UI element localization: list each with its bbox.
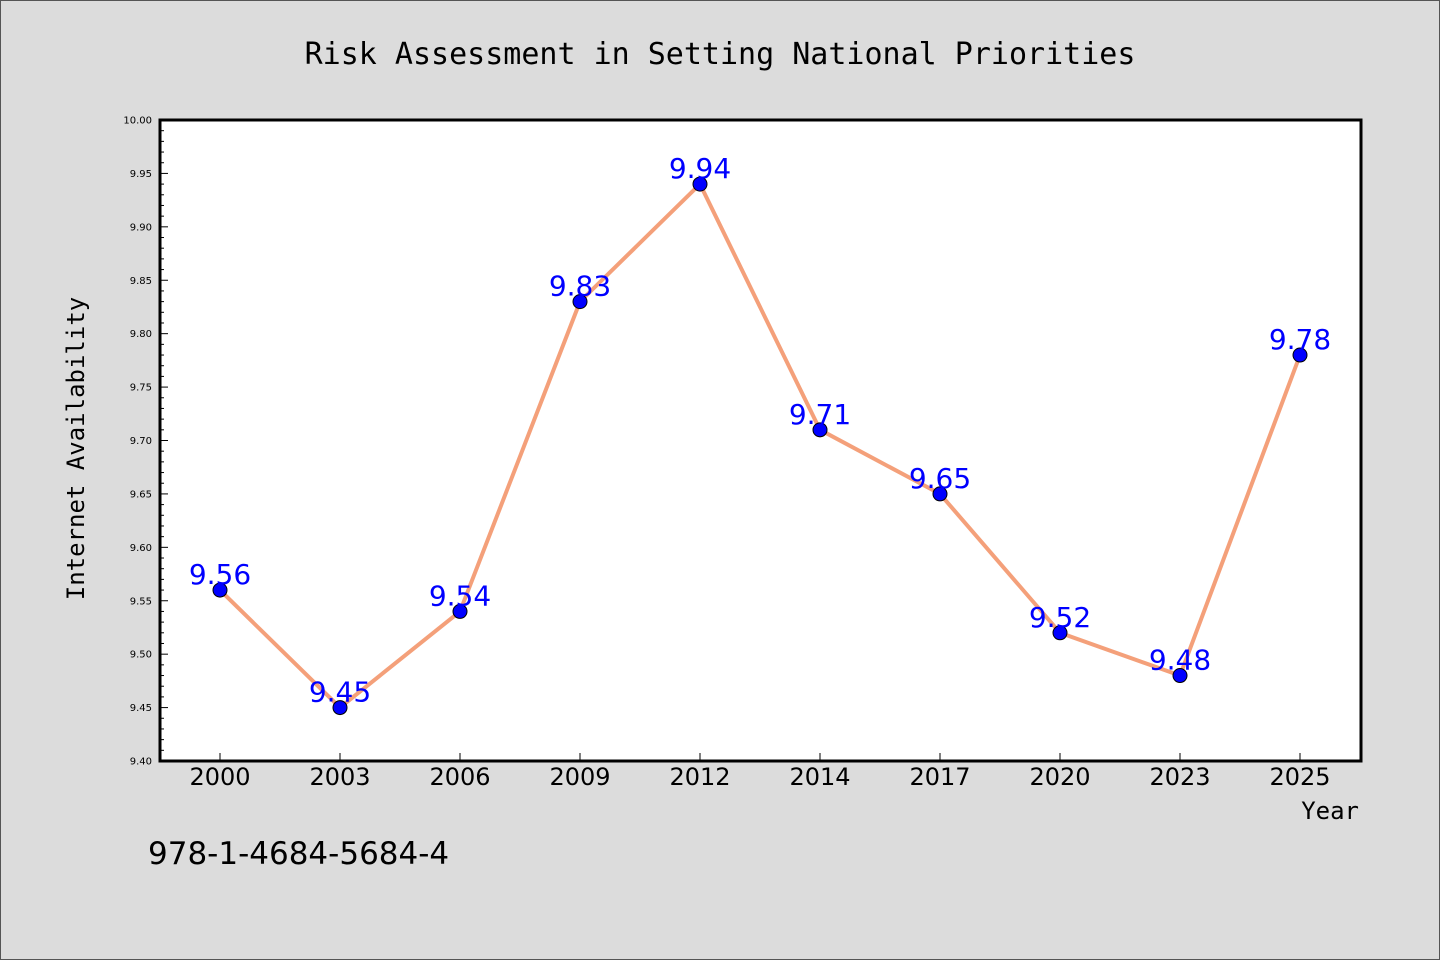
footer-code: 978-1-4684-5684-4	[148, 836, 449, 872]
data-point	[1172, 668, 1188, 684]
x-tick-label: 2014	[789, 763, 850, 791]
y-tick-label: 9.65	[130, 489, 152, 500]
y-tick-label: 9.80	[130, 329, 152, 340]
x-axis: 2000 2003 2006 2009 2012 2014 2017 2020 2023 2025	[189, 753, 1331, 791]
data-point	[692, 176, 708, 192]
y-tick-label: 10.00	[123, 116, 152, 127]
x-tick-label: 2009	[549, 763, 610, 791]
x-tick-label: 2017	[909, 763, 970, 791]
x-axis-label: Year	[1301, 797, 1359, 825]
data-point	[212, 582, 228, 598]
data-label: 9.52	[1029, 601, 1091, 634]
y-tick-label: 9.40	[130, 757, 152, 768]
data-label: 9.83	[549, 270, 611, 303]
y-tick-label: 9.85	[130, 276, 152, 287]
y-tick-label: 9.45	[130, 703, 152, 714]
y-tick-label: 9.90	[130, 222, 152, 233]
data-label: 9.78	[1269, 323, 1331, 356]
data-label: 9.56	[189, 558, 251, 591]
x-tick-label: 2012	[669, 763, 730, 791]
data-point	[452, 603, 468, 619]
y-axis-label: Internet Availability	[62, 297, 90, 600]
x-tick-label: 2025	[1269, 763, 1330, 791]
y-tick-label: 9.50	[130, 650, 152, 661]
data-point	[812, 422, 828, 438]
series-layer: 9.56 9.45 9.54 9.83 9.94 9.71 9.65 9.52 9.48 9.78	[189, 152, 1331, 716]
data-label: 9.71	[789, 398, 851, 431]
plot-area	[158, 118, 1363, 763]
y-axis: 9.40 9.45 9.50 9.55 9.60 9.65 9.70 9.75 9.80 9.85…	[123, 116, 168, 768]
x-tick-label: 2020	[1029, 763, 1090, 791]
data-label: 9.94	[669, 152, 731, 185]
x-tick-label: 2003	[309, 763, 370, 791]
x-tick-label: 2006	[429, 763, 490, 791]
y-tick-label: 9.75	[130, 383, 152, 394]
data-label: 9.45	[309, 676, 371, 709]
series-line	[218, 182, 1302, 710]
y-tick-label: 9.95	[130, 169, 152, 180]
y-tick-label: 9.60	[130, 543, 152, 554]
data-label: 9.54	[429, 579, 491, 612]
data-label: 9.48	[1149, 644, 1211, 677]
data-label: 9.65	[909, 462, 971, 495]
data-point	[332, 700, 348, 716]
y-tick-label: 9.70	[130, 436, 152, 447]
y-tick-label: 9.55	[130, 596, 152, 607]
data-point	[1292, 347, 1308, 363]
data-point	[572, 294, 588, 310]
x-tick-label: 2000	[189, 763, 250, 791]
data-point	[1052, 625, 1068, 641]
chart-title: Risk Assessment in Setting National Prio…	[305, 37, 1136, 72]
x-tick-label: 2023	[1149, 763, 1210, 791]
data-point	[932, 486, 948, 502]
